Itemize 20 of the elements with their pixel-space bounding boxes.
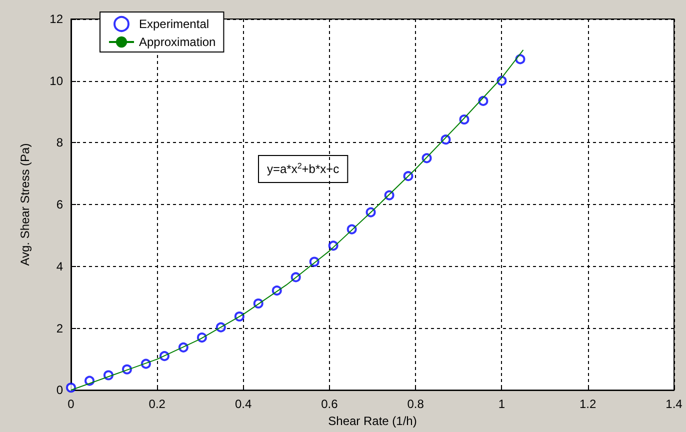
x-tick-label: 0.2 — [148, 397, 166, 412]
y-tick-label: 10 — [50, 74, 64, 88]
legend-label: Experimental — [139, 17, 210, 31]
x-tick-label: 0.4 — [234, 397, 252, 412]
x-tick-label: 1.2 — [580, 397, 597, 412]
point — [66, 382, 76, 393]
x-axis-title: Shear Rate (1/h) — [328, 414, 417, 428]
y-tick-label: 2 — [56, 321, 64, 336]
y-tick-label: 6 — [56, 198, 64, 212]
x-tick-label: 0 — [68, 397, 75, 412]
x-tick-label: 0.6 — [321, 397, 338, 412]
y-tick-label: 0 — [56, 383, 64, 398]
x-tick-label: 1 — [498, 397, 506, 412]
y-axis-title: Avg. Shear Stress (Pa) — [18, 143, 32, 266]
y-tick-label: 8 — [56, 136, 64, 150]
x-tick-label: 1.4 — [666, 397, 683, 412]
legend-label: Approximation — [139, 35, 216, 49]
y-tick-label: 4 — [56, 259, 64, 274]
y-tick-label: 12 — [50, 12, 64, 26]
x-tick-label: 0.8 — [407, 397, 424, 412]
